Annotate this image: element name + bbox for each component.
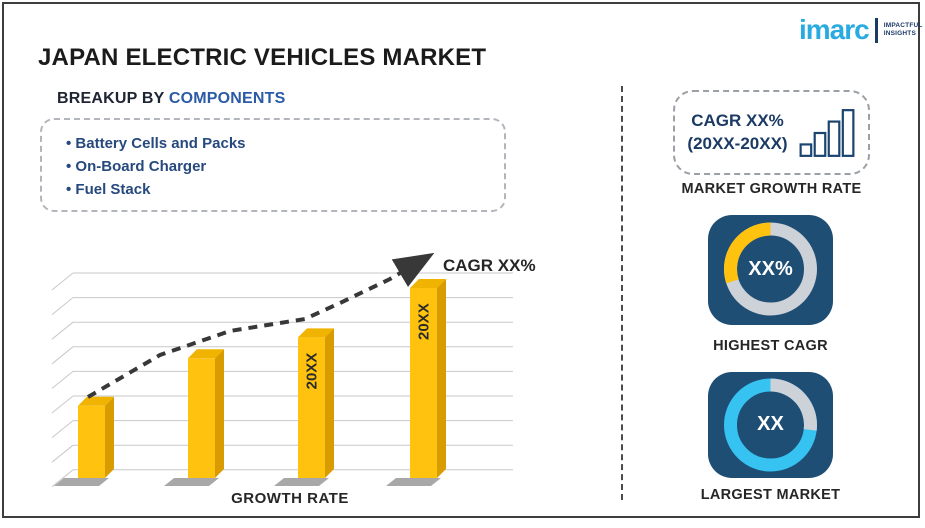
market-growth-rate-box: CAGR XX% (20XX-20XX)	[673, 90, 870, 175]
breakup-heading: BREAKUP BY COMPONENTS	[57, 90, 286, 108]
growth-rate-bar-chart: 20XX 20XX CAGR XX%	[40, 245, 540, 495]
logo-tagline-line1: IMPACTFUL	[883, 22, 923, 30]
gridline-tick	[51, 321, 74, 340]
gridline-tick	[51, 420, 74, 438]
logo-divider-bar	[874, 17, 878, 43]
imarc-logo: imarc IMPACTFUL INSIGHTS	[799, 16, 923, 44]
highest-cagr-ring-segment	[724, 222, 771, 284]
largest-market-ring-segment	[770, 378, 817, 431]
bar-shadow	[386, 478, 441, 486]
gridline-tick	[51, 469, 74, 488]
list-item: Battery Cells and Packs	[66, 132, 494, 155]
gridline-tick	[51, 371, 74, 389]
breakup-heading-highlight: COMPONENTS	[168, 90, 286, 107]
section-divider	[621, 86, 623, 500]
components-list-box: Battery Cells and Packs On-Board Charger…	[40, 118, 506, 212]
list-item: Fuel Stack	[66, 178, 494, 201]
largest-market-tile: XX	[708, 372, 833, 478]
cagr-box-line2: (20XX-20XX)	[687, 133, 788, 153]
gridline-tick	[51, 297, 74, 315]
chart-caption: GROWTH RATE	[231, 490, 349, 507]
largest-market-caption: LARGEST MARKET	[700, 487, 841, 503]
bar-front	[188, 358, 215, 478]
list-item: On-Board Charger	[66, 155, 494, 178]
trend-label: CAGR XX%	[443, 256, 536, 275]
highest-cagr-tile: XX%	[708, 215, 833, 325]
bar-front	[298, 337, 325, 478]
gridline-tick	[51, 395, 74, 414]
trend-line	[86, 252, 435, 399]
cagr-box-text: CAGR XX% (20XX-20XX)	[687, 110, 787, 156]
bar-side	[325, 328, 334, 478]
bar-year-label: 20XX	[416, 303, 433, 340]
cagr-box-line1: CAGR XX%	[691, 110, 784, 130]
largest-market-value: XX	[757, 413, 784, 435]
market-growth-rate-caption: MARKET GROWTH RATE	[681, 181, 862, 197]
bar-shadow	[54, 478, 109, 486]
bar-shadow	[164, 478, 219, 486]
highest-cagr-caption: HIGHEST CAGR	[713, 338, 828, 354]
breakup-heading-prefix: BREAKUP BY	[57, 90, 169, 107]
gridline-tick	[51, 444, 74, 463]
logo-tagline-line2: INSIGHTS	[883, 30, 917, 37]
bar-side	[105, 396, 114, 478]
bar-side	[437, 279, 446, 478]
bar-top	[188, 349, 224, 359]
gridline-tick	[51, 346, 74, 365]
bar-top	[298, 328, 334, 338]
bar-top	[78, 396, 114, 406]
bar-shadow	[274, 478, 329, 486]
logo-tagline: IMPACTFUL INSIGHTS	[884, 22, 923, 38]
bar-side	[215, 349, 224, 478]
ascending-bars-icon	[799, 108, 855, 157]
bar-front	[78, 405, 105, 478]
highest-cagr-value: XX%	[748, 258, 793, 280]
largest-market-donut	[724, 378, 817, 472]
gridline-tick	[51, 272, 74, 291]
page-title: JAPAN ELECTRIC VEHICLES MARKET	[38, 44, 487, 71]
bar-year-label: 20XX	[304, 353, 321, 390]
imarc-brand-text: imarc	[799, 14, 870, 45]
highest-cagr-donut	[724, 222, 817, 316]
bar-chart-canvas: 20XX 20XX CAGR XX%	[51, 252, 536, 488]
bar-front	[410, 288, 437, 478]
